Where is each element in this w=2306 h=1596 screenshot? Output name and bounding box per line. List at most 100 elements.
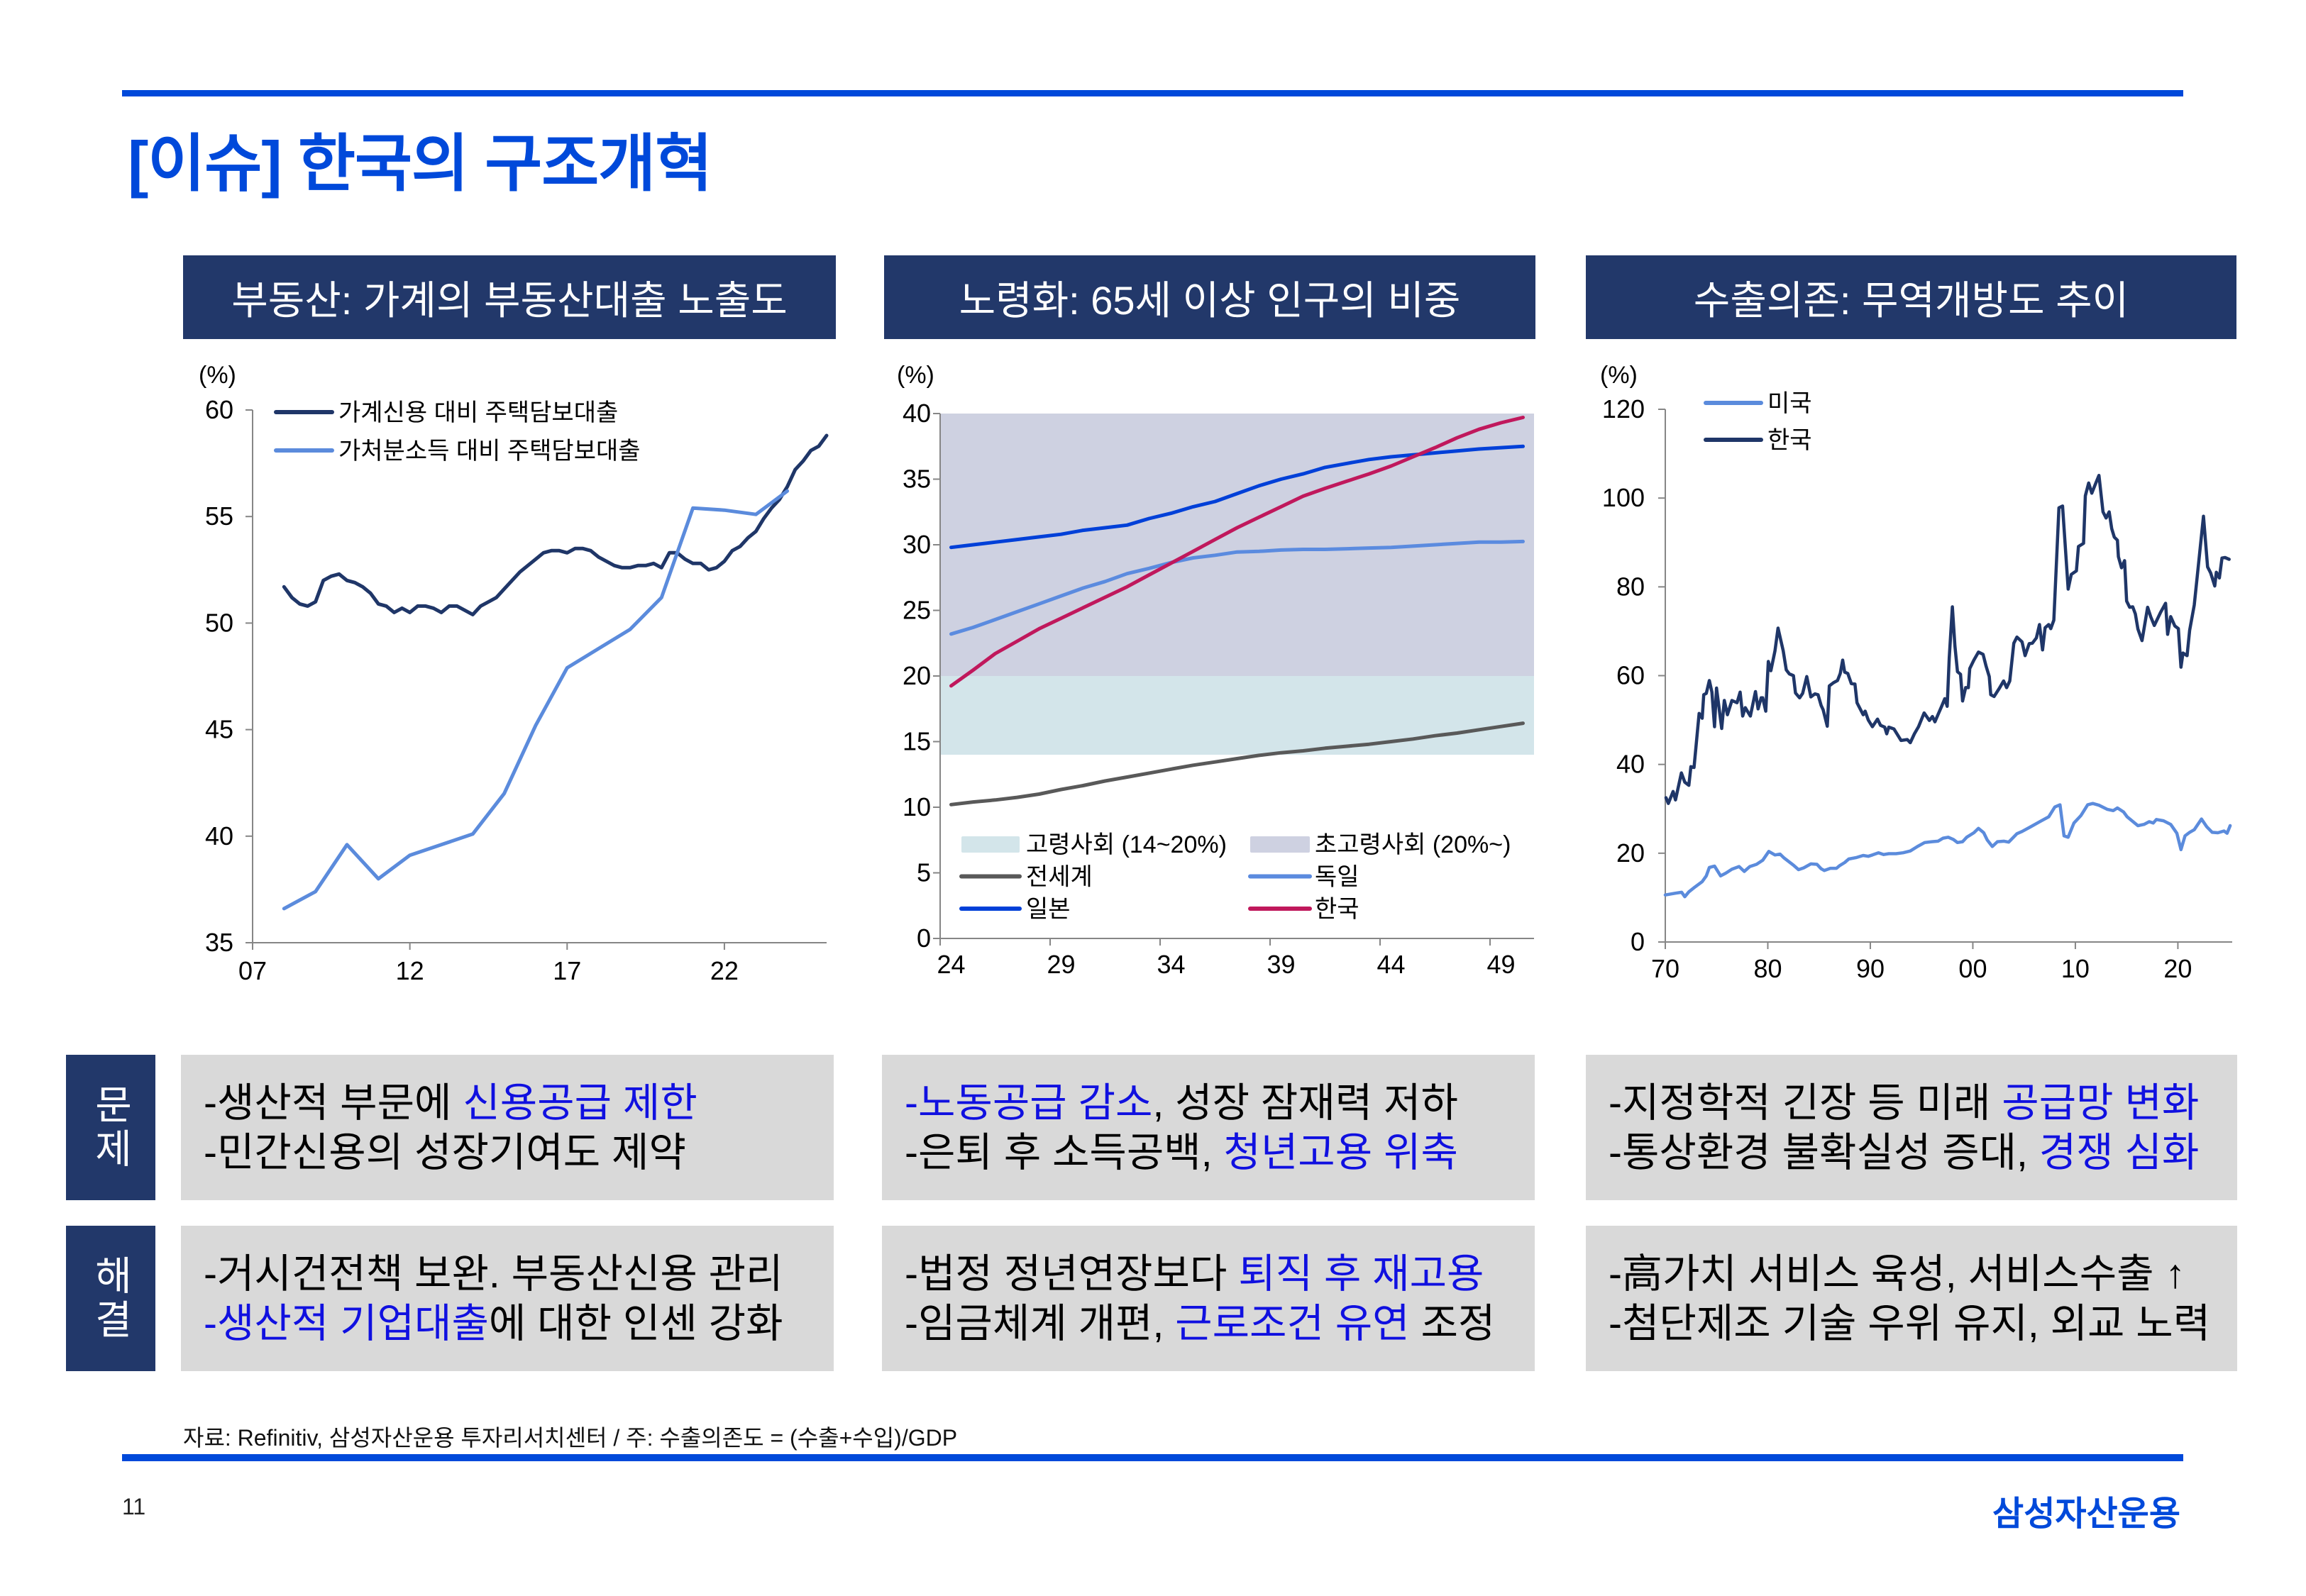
bullet-line: -민간신용의 성장기여도 제약 [204, 1128, 834, 1177]
x-tick-label: 12 [396, 956, 424, 985]
page-number: 11 [122, 1494, 146, 1519]
row-label-text: 문제 [88, 1083, 133, 1172]
y-tick-label: 60 [205, 395, 233, 424]
legend-item: 초고령사회 (20%~) [1250, 831, 1511, 858]
x-tick-label: 34 [1157, 950, 1185, 979]
series-line [949, 539, 1525, 636]
y-unit-label: (%) [199, 362, 236, 389]
y-tick-label: 10 [903, 792, 931, 821]
x-tick-label: 22 [710, 956, 739, 985]
y-unit-label: (%) [1600, 362, 1638, 389]
highlighted-text: 근로조건 유연 [1175, 1300, 1410, 1346]
legend-label: 미국 [1767, 390, 1812, 417]
bullet-line: -노동공급 감소, 성장 잠재력 저하 [905, 1078, 1535, 1128]
legend-item: 한국 [1704, 427, 1812, 454]
y-tick-label: 0 [1631, 927, 1645, 956]
x-tick-label: 29 [1047, 950, 1075, 979]
x-tick-label: 10 [2061, 954, 2090, 983]
series-line [949, 416, 1525, 688]
top-divider [122, 90, 2183, 96]
legend-swatch [961, 836, 1020, 853]
y-tick-label: 120 [1602, 394, 1645, 423]
highlighted-text: -노동공급 감소 [905, 1080, 1153, 1126]
chart-header-label: 노령화: 65세 이상 인구의 비중 [959, 277, 1461, 323]
text-segment: -高가치 서비스 육성, 서비스수출 ↑ [1609, 1251, 2185, 1297]
legend-item: 일본 [959, 896, 1071, 923]
text-segment: -임금체계 개편, [905, 1300, 1176, 1346]
bullet-line: -첨단제조 기술 우위 유지, 외교 노력 [1609, 1299, 2237, 1348]
x-tick-label: 70 [1651, 954, 1679, 983]
series-line [949, 444, 1525, 550]
y-tick-label: 40 [903, 399, 931, 428]
series-line [1664, 473, 2231, 805]
text-segment: 조정 [1409, 1300, 1496, 1346]
bullet-line: -임금체계 개편, 근로조건 유연 조정 [905, 1299, 1535, 1348]
highlighted-text: 경쟁 심화 [2039, 1129, 2200, 1175]
legend-item: 가계신용 대비 주택담보대출 [274, 399, 618, 426]
y-tick-label: 35 [903, 465, 931, 494]
x-tick-label: 90 [1856, 954, 1885, 983]
legend-item: 미국 [1704, 390, 1812, 417]
x-tick-label: 00 [1958, 954, 1987, 983]
problem-panel-export: -지정학적 긴장 등 미래 공급망 변화 -통상환경 불확실성 증대, 경쟁 심화 [1586, 1055, 2237, 1200]
x-tick-label: 49 [1486, 950, 1515, 979]
series-line [1663, 802, 2232, 899]
chart-header-aging: 노령화: 65세 이상 인구의 비중 [884, 255, 1535, 339]
text-segment: , 성장 잠재력 저하 [1152, 1080, 1458, 1126]
x-tick-label: 20 [2163, 954, 2192, 983]
y-tick-label: 55 [205, 501, 233, 531]
bullet-line: -거시건전책 보완. 부동산신용 관리 [204, 1249, 834, 1299]
x-tick-label: 44 [1377, 950, 1405, 979]
highlighted-text: 청년고용 위축 [1223, 1129, 1458, 1175]
x-tick-label: 24 [937, 950, 965, 979]
legend-label: 독일 [1315, 864, 1359, 891]
legend-item: 독일 [1248, 864, 1359, 891]
y-tick-label: 5 [917, 858, 931, 887]
chart-mortgage-exposure: (%) 35 40 45 50 55 60 07 12 17 22 가계신용 대비 주택담보대출가처분… [199, 362, 829, 985]
text-segment: -첨단제조 기술 우위 유지, 외교 노력 [1609, 1300, 2211, 1346]
y-tick-label: 35 [205, 928, 233, 957]
bullet-line: -高가치 서비스 육성, 서비스수출 ↑ [1609, 1249, 2237, 1299]
x-tick-label: 39 [1267, 950, 1295, 979]
x-tick-label: 07 [238, 956, 267, 985]
legend-item: 한국 [1248, 896, 1359, 923]
series-line [282, 489, 790, 911]
y-tick-label: 60 [1616, 661, 1645, 690]
text-segment: -생산적 부문에 [204, 1080, 463, 1126]
x-tick-label: 17 [553, 956, 581, 985]
page-title: [이슈] 한국의 구조개혁 [128, 128, 712, 199]
solution-panel-real-estate: -거시건전책 보완. 부동산신용 관리 -생산적 기업대출에 대한 인센 강화 [181, 1226, 834, 1371]
series-line [949, 721, 1525, 807]
legend-label: 고령사회 (14~20%) [1026, 831, 1227, 858]
legend-label: 전세계 [1026, 864, 1093, 891]
text-segment: -법정 정년연장보다 [905, 1251, 1239, 1297]
problem-panel-real-estate: -생산적 부문에 신용공급 제한 -민간신용의 성장기여도 제약 [181, 1055, 834, 1200]
chart-header-label: 부동산: 가계의 부동산대출 노출도 [231, 277, 788, 323]
y-tick-label: 20 [903, 661, 931, 690]
highlighted-text: -생산적 기업대출 [204, 1300, 489, 1346]
y-unit-label: (%) [897, 362, 934, 389]
legend-item: 고령사회 (14~20%) [961, 831, 1227, 858]
bullet-line: -생산적 부문에 신용공급 제한 [204, 1078, 834, 1128]
y-tick-label: 25 [903, 596, 931, 625]
solution-panel-aging: -법정 정년연장보다 퇴직 후 재고용 -임금체계 개편, 근로조건 유연 조정 [882, 1226, 1535, 1371]
company-logo: 삼성자산운용 [1992, 1495, 2180, 1533]
problem-panel-aging: -노동공급 감소, 성장 잠재력 저하 -은퇴 후 소득공백, 청년고용 위축 [882, 1055, 1535, 1200]
legend-label: 초고령사회 (20%~) [1315, 831, 1511, 858]
text-segment: -민간신용의 성장기여도 제약 [204, 1129, 686, 1175]
row-label-text: 해결 [88, 1254, 133, 1343]
legend-label: 한국 [1315, 896, 1359, 923]
y-tick-label: 100 [1602, 483, 1645, 512]
y-tick-label: 30 [903, 530, 931, 559]
text-segment: -지정학적 긴장 등 미래 [1609, 1080, 2002, 1126]
x-tick-label: 80 [1753, 954, 1782, 983]
chart-aged-population-share: (%) 0 5 10 15 20 25 30 35 40 24 29 34 39 44 49 고령사회 (14~… [897, 362, 1534, 979]
source-footnote: 자료: Refinitiv, 삼성자산운용 투자리서치센터 / 주: 수출의존도… [183, 1425, 958, 1451]
legend-swatch [1250, 836, 1310, 853]
y-tick-label: 40 [1616, 750, 1645, 779]
y-tick-label: 15 [903, 727, 931, 756]
band-rect [940, 676, 1534, 755]
bullet-line: -지정학적 긴장 등 미래 공급망 변화 [1609, 1078, 2237, 1128]
legend-label: 가계신용 대비 주택담보대출 [338, 399, 618, 426]
